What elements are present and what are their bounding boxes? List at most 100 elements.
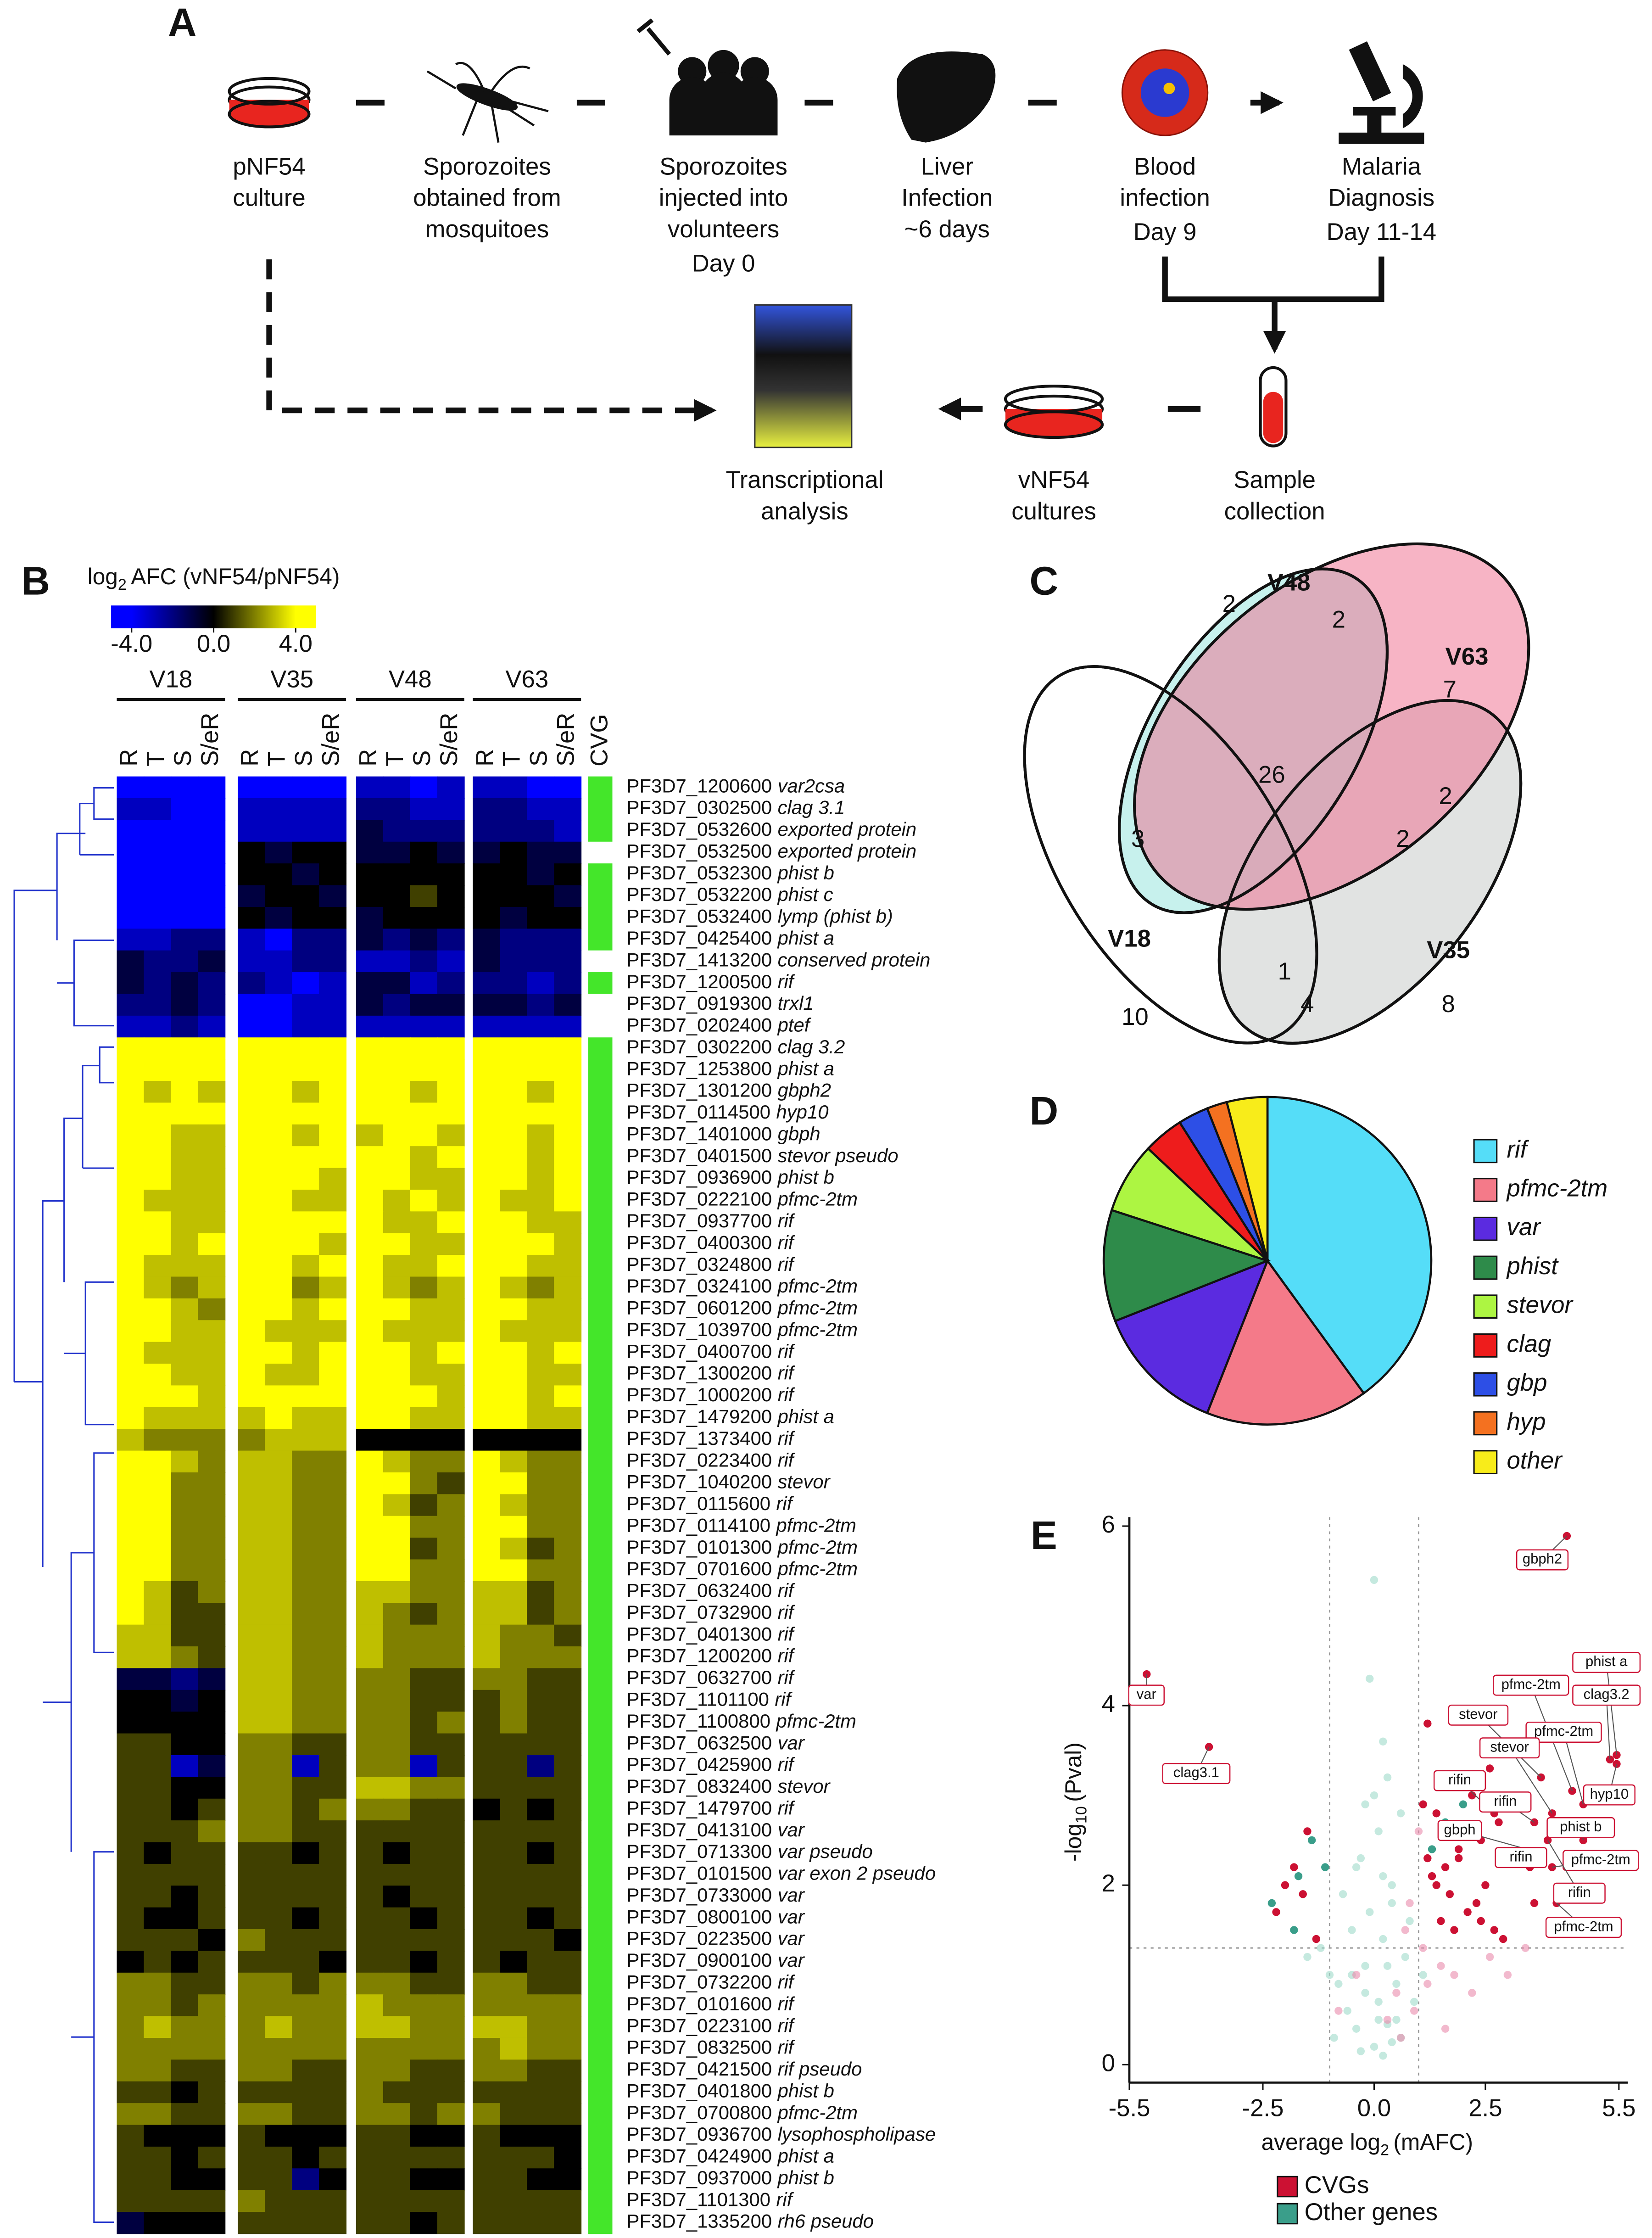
point: [1290, 1926, 1298, 1934]
heatmap-cell: [171, 2059, 199, 2082]
heatmap-cell: [238, 1429, 266, 1451]
heatmap-cell: [500, 1842, 528, 1864]
heatmap-cell: [171, 1364, 199, 1386]
x-axis-title: average log2 (mAFC): [1261, 2129, 1473, 2159]
heatmap-cell: [292, 1646, 320, 1669]
heatmap-cell: [554, 1124, 582, 1147]
heatmap-cell: [292, 1581, 320, 1604]
heatmap-cell: [473, 1972, 501, 1995]
y-tick-label: 4: [1102, 1690, 1115, 1718]
gene-name: rif: [778, 1449, 796, 1471]
column-label: R: [236, 749, 263, 767]
gene-id: PF3D7_0425900: [627, 1754, 772, 1775]
label-box: [1162, 1763, 1231, 1784]
heatmap-cell: [437, 1624, 465, 1647]
heatmap-cell: [437, 929, 465, 951]
colorbar-tick-label: 4.0: [279, 630, 313, 657]
heatmap-cell: [238, 950, 266, 973]
gene-name: rif: [775, 1689, 793, 1710]
heatmap-cell: [527, 1972, 555, 1995]
gene-name: rif: [778, 1362, 796, 1384]
heatmap-cell: [198, 2016, 226, 2038]
heatmap-cell: [171, 950, 199, 973]
heatmap-cell: [356, 863, 384, 886]
heatmap-cell: [410, 1994, 438, 2017]
point: [1374, 2015, 1383, 2024]
step-label: Liver: [921, 153, 973, 180]
heatmap-cell: [500, 1189, 528, 1212]
heatmap-cell: [383, 1015, 411, 1038]
point: [1468, 1989, 1476, 1997]
label-box: [1516, 1549, 1569, 1571]
heatmap-cell: [144, 906, 172, 929]
heatmap-cell: [437, 2103, 465, 2126]
cvg-cell: [588, 1429, 613, 1451]
cvg-cell: [588, 1364, 613, 1386]
x-axis-title-sub: 2: [1380, 2141, 1389, 2159]
heatmap-cell: [527, 1276, 555, 1299]
gene-id: PF3D7_1300200: [627, 1362, 772, 1384]
heatmap-cell: [383, 1907, 411, 1930]
heatmap-cell: [117, 2125, 145, 2147]
heatmap-cell: [171, 863, 199, 886]
heatmap-cell: [473, 1820, 501, 1843]
heatmap-cell: [171, 1907, 199, 1930]
heatmap-cell: [265, 972, 293, 995]
heatmap-cell: [265, 1668, 293, 1690]
gene-name: rif: [778, 1971, 796, 1993]
heatmap-cell: [500, 1450, 528, 1473]
gene-label: PF3D7_0223100 rif: [627, 2014, 796, 2036]
heatmap-cell: [500, 1820, 528, 1843]
heatmap-cell: [527, 1146, 555, 1169]
heatmap-cell: [144, 1450, 172, 1473]
gene-label: PF3D7_0532300 phist b: [627, 862, 834, 884]
heatmap-cell: [527, 798, 555, 821]
heatmap-cell: [265, 798, 293, 821]
heatmap-cell: [198, 2059, 226, 2082]
heatmap-cell: [383, 1168, 411, 1190]
point: [1388, 1899, 1396, 1908]
gene-label: PF3D7_0937700 rif: [627, 1210, 796, 1231]
heatmap-cell: [171, 1581, 199, 1604]
cvg-cell: [588, 2037, 613, 2060]
legend-swatch: [1473, 1411, 1498, 1436]
point: [1352, 1863, 1361, 1871]
point: [1428, 1845, 1436, 1853]
heatmap-cell: [437, 1429, 465, 1451]
heatmap-cell: [410, 1559, 438, 1582]
gene-id: PF3D7_0701600: [627, 1558, 772, 1579]
gene-name: rif: [778, 2037, 796, 2058]
heatmap-cell: [319, 994, 347, 1016]
heatmap-cell: [238, 841, 266, 864]
heatmap-cell: [319, 1603, 347, 1625]
cvg-cell: [588, 1929, 613, 1952]
heatmap-cell: [473, 2059, 501, 2082]
heatmap-cell: [437, 798, 465, 821]
heatmap-cell: [292, 820, 320, 842]
heatmap-cell: [437, 2037, 465, 2060]
heatmap-cell: [265, 1037, 293, 1060]
heatmap-cell: [383, 1059, 411, 1081]
heatmap-cell: [473, 1059, 501, 1081]
heatmap-cell: [319, 1298, 347, 1321]
heatmap-cell: [500, 776, 528, 799]
point: [1361, 1989, 1369, 1997]
heatmap-cell: [356, 1233, 384, 1256]
heatmap-cell: [292, 2212, 320, 2234]
heatmap-cell: [171, 1450, 199, 1473]
heatmap-cell: [171, 1124, 199, 1147]
heatmap-cell: [437, 1364, 465, 1386]
point: [1481, 1881, 1490, 1889]
heatmap-cell: [198, 1407, 226, 1430]
heatmap-cell: [238, 1559, 266, 1582]
heatmap-cell: [554, 972, 582, 995]
heatmap-cell: [292, 1863, 320, 1886]
gene-name: exported protein: [778, 818, 917, 840]
heatmap-cell: [527, 2212, 555, 2234]
heatmap-cell: [198, 1994, 226, 2017]
heatmap-cell: [198, 1972, 226, 1995]
gene-id: PF3D7_1200500: [627, 971, 772, 992]
gene-name: rif: [778, 1210, 796, 1231]
point: [1290, 1863, 1298, 1871]
heatmap-cell: [292, 1755, 320, 1778]
